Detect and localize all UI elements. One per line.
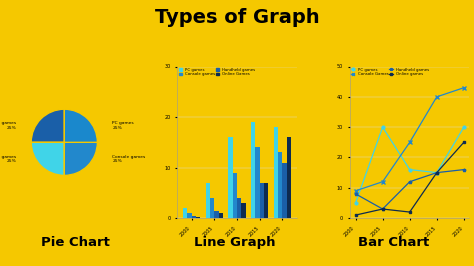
Text: Handheld games
25%: Handheld games 25%	[0, 155, 16, 163]
Bar	[228, 137, 233, 218]
Online games	[461, 141, 467, 144]
Console Games	[407, 141, 412, 144]
Bar	[233, 173, 237, 218]
Handheld games	[461, 168, 467, 171]
Bar	[219, 213, 223, 218]
PC games	[461, 126, 467, 129]
Text: Online games
25%: Online games 25%	[0, 122, 16, 130]
Bar	[274, 127, 278, 218]
Bar	[287, 137, 291, 218]
Text: Line Graph: Line Graph	[194, 236, 275, 248]
Bar	[191, 216, 196, 218]
Online games	[380, 207, 385, 211]
Wedge shape	[31, 109, 64, 142]
Bar	[187, 213, 191, 218]
Handheld games	[407, 180, 412, 183]
Bar	[278, 152, 283, 218]
Console Games	[461, 86, 467, 89]
Online games	[353, 214, 358, 217]
Online games	[407, 210, 412, 214]
Text: PC games
25%: PC games 25%	[112, 122, 134, 130]
PC games	[407, 168, 412, 171]
Bar	[283, 163, 287, 218]
Text: Console games
25%: Console games 25%	[112, 155, 146, 163]
PC games	[380, 126, 385, 129]
Line: Handheld games: Handheld games	[354, 168, 465, 211]
Wedge shape	[31, 142, 64, 175]
Wedge shape	[64, 109, 97, 142]
Bar	[260, 183, 264, 218]
Bar	[196, 217, 200, 218]
Console Games	[380, 180, 385, 183]
Legend: PC games, Console Games, Handheld games, Online games: PC games, Console Games, Handheld games,…	[351, 67, 429, 77]
Bar	[241, 203, 246, 218]
Line: Console Games: Console Games	[354, 86, 465, 193]
Bar	[237, 198, 241, 218]
Bar	[255, 147, 260, 218]
Handheld games	[380, 207, 385, 211]
Bar	[183, 208, 187, 218]
Text: Bar Chart: Bar Chart	[358, 236, 429, 248]
Text: Types of Graph: Types of Graph	[155, 8, 319, 27]
Bar	[214, 211, 219, 218]
Bar	[210, 198, 214, 218]
Line: PC games: PC games	[354, 126, 465, 204]
PC games	[353, 201, 358, 205]
Bar	[264, 183, 268, 218]
Console Games	[353, 189, 358, 192]
Bar	[206, 183, 210, 218]
Legend: PC games, Console games, Handheld games, Online Games: PC games, Console games, Handheld games,…	[178, 67, 256, 77]
Bar	[251, 122, 255, 218]
Text: Pie Chart: Pie Chart	[41, 236, 110, 248]
Handheld games	[434, 171, 439, 174]
Online games	[434, 171, 439, 174]
Wedge shape	[64, 142, 97, 175]
PC games	[434, 171, 439, 174]
Line: Online games: Online games	[355, 141, 465, 216]
Handheld games	[353, 192, 358, 196]
Console Games	[434, 95, 439, 98]
